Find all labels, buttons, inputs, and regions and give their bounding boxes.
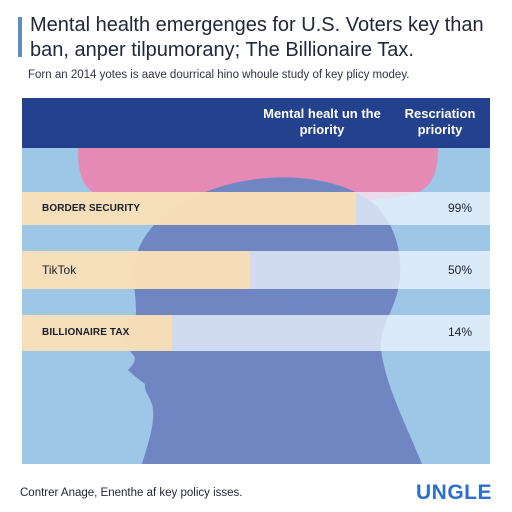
- table-row: BILLIONAIRE TAX 14%: [22, 315, 490, 351]
- table-row: BORDER SECURITY 99%: [22, 192, 490, 225]
- chart-panel: Mental healt un the priority Rescriation…: [22, 98, 490, 464]
- brand-logo: UNGLE: [416, 481, 492, 504]
- bar-billionaire-tax: [22, 315, 173, 351]
- footnote: Contrer Anage, Enenthe af key policy iss…: [20, 487, 243, 499]
- page-title: Mental health emergenges for U.S. Voters…: [30, 14, 484, 61]
- bar-border-security: [22, 192, 356, 225]
- subtitle: Forn an 2014 yotes is aave dourrical hin…: [28, 69, 410, 81]
- category-label: BILLIONAIRE TAX: [42, 327, 130, 338]
- footer: Contrer Anage, Enenthe af key policy iss…: [0, 464, 512, 512]
- value-label: 50%: [447, 263, 472, 277]
- table-row: TikTok 50%: [22, 251, 490, 289]
- header: Mental health emergenges for U.S. Voters…: [0, 0, 512, 100]
- category-label: TikTok: [42, 263, 77, 277]
- column-header-mental-health: Mental healt un the priority: [263, 106, 381, 137]
- value-label: 14%: [447, 325, 472, 339]
- bar-tiktok: [22, 251, 250, 289]
- column-header-priority: Rescriation priority: [404, 106, 476, 137]
- title-accent-bar: [18, 17, 22, 57]
- category-label: BORDER SECURITY: [42, 203, 141, 214]
- value-label: 99%: [447, 201, 472, 215]
- table-header-band: Mental healt un the priority Rescriation…: [22, 98, 490, 148]
